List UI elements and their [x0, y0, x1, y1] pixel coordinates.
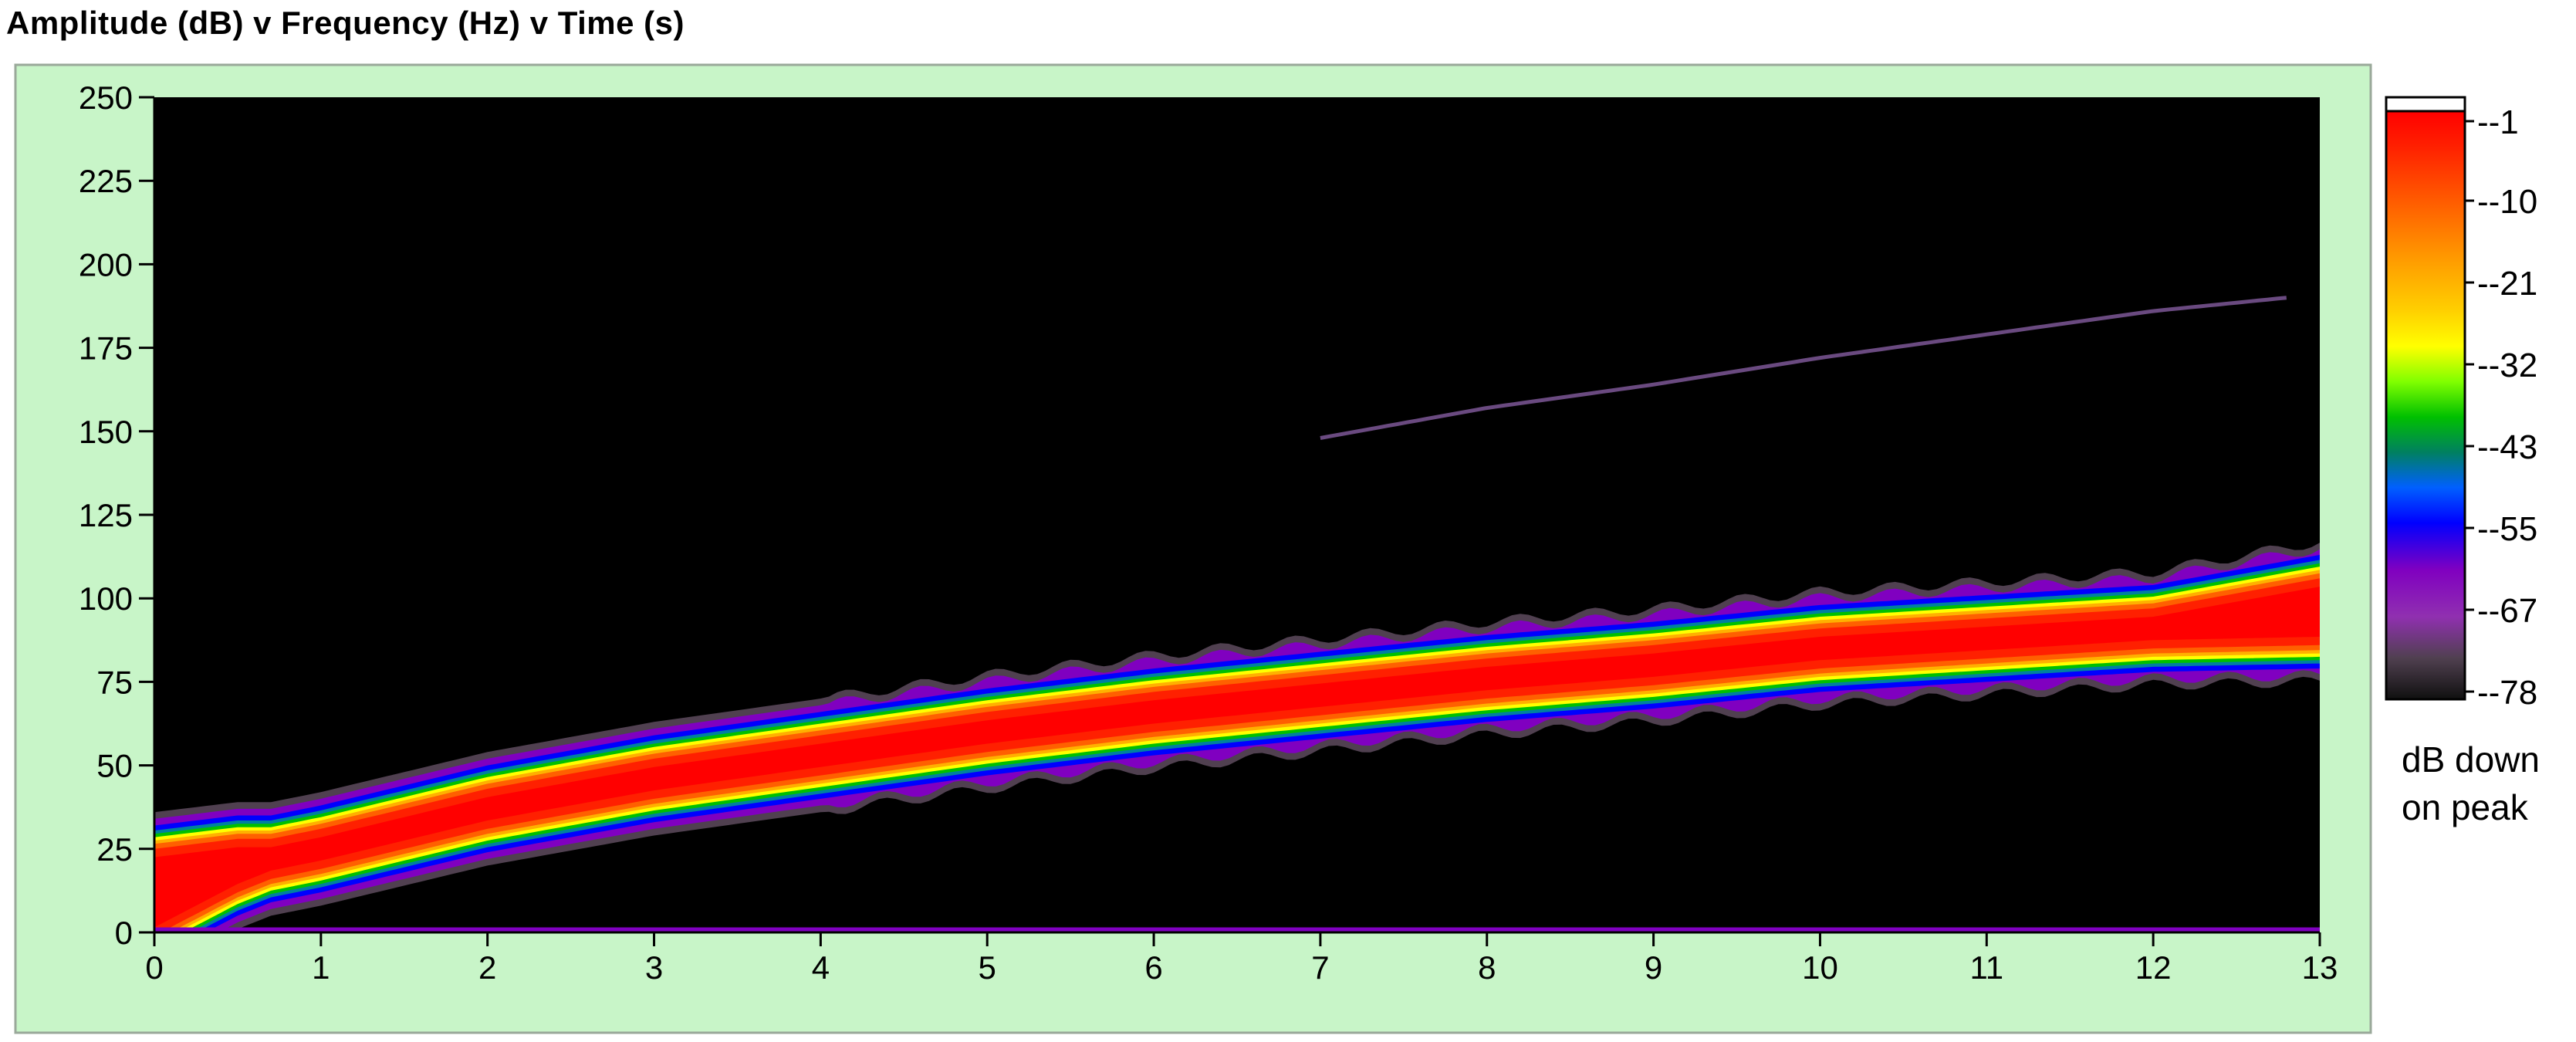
colorbar-tick-label: --55	[2477, 510, 2537, 548]
x-tick-label: 4	[812, 949, 830, 986]
y-tick-label: 250	[79, 80, 133, 116]
x-tick-label: 10	[1802, 949, 1838, 986]
colorbar-tick-label: --1	[2477, 103, 2519, 141]
x-tick-label: 8	[1478, 949, 1496, 986]
colorbar-tick-label: --67	[2477, 592, 2537, 630]
y-tick-label: 150	[79, 414, 133, 450]
colorbar-tick-label: --32	[2477, 347, 2537, 384]
x-tick-label: 13	[2302, 949, 2338, 986]
y-tick-label: 225	[79, 163, 133, 199]
harmonic-line	[1320, 296, 2287, 440]
chart-title: Amplitude (dB) v Frequency (Hz) v Time (…	[6, 5, 685, 41]
colorbar-ticks: --1 --10 --21 --32 --43 --55 --67 --78	[2465, 103, 2537, 712]
x-tick-label: 1	[312, 949, 330, 986]
colorbar-tick-label: --21	[2477, 265, 2537, 303]
x-tick-label: 11	[1970, 949, 2004, 986]
x-tick-label: 0	[145, 949, 163, 986]
y-tick-label: 0	[115, 915, 133, 951]
colorbar-tick-label: --78	[2477, 674, 2537, 712]
colorbar-tick-label: --10	[2477, 183, 2537, 221]
x-tick-label: 5	[979, 949, 996, 986]
plot-content	[154, 296, 2320, 932]
colorbar-top-cap	[2385, 96, 2466, 113]
x-tick-label: 7	[1311, 949, 1329, 986]
x-tick-label: 9	[1645, 949, 1662, 986]
y-tick-label: 75	[96, 664, 133, 700]
x-tick-label: 6	[1144, 949, 1162, 986]
x-tick-label: 3	[645, 949, 663, 986]
colorbar-caption-line1: dB down	[2402, 739, 2540, 780]
x-tick-label: 12	[2135, 949, 2172, 986]
y-tick-label: 50	[96, 748, 133, 784]
ridge-band	[154, 587, 2320, 928]
y-tick-label: 175	[79, 330, 133, 367]
x-tick-label: 2	[478, 949, 496, 986]
colorbar	[2385, 110, 2466, 701]
y-axis-ticks: 0 25 50 75 100 125 150 175 200 225 250	[79, 80, 154, 951]
y-tick-label: 125	[79, 497, 133, 533]
ridge-band	[154, 578, 2320, 932]
baseline-band	[154, 927, 2320, 932]
y-tick-label: 100	[79, 580, 133, 617]
x-axis-ticks: 0 1 2 3 4 5 6 7 8 9 10 11 12 13	[145, 932, 2338, 986]
y-tick-label: 200	[79, 246, 133, 282]
colorbar-caption-line2: on peak	[2402, 787, 2529, 827]
colorbar-tick-label: --43	[2477, 428, 2537, 466]
y-tick-label: 25	[96, 831, 133, 868]
